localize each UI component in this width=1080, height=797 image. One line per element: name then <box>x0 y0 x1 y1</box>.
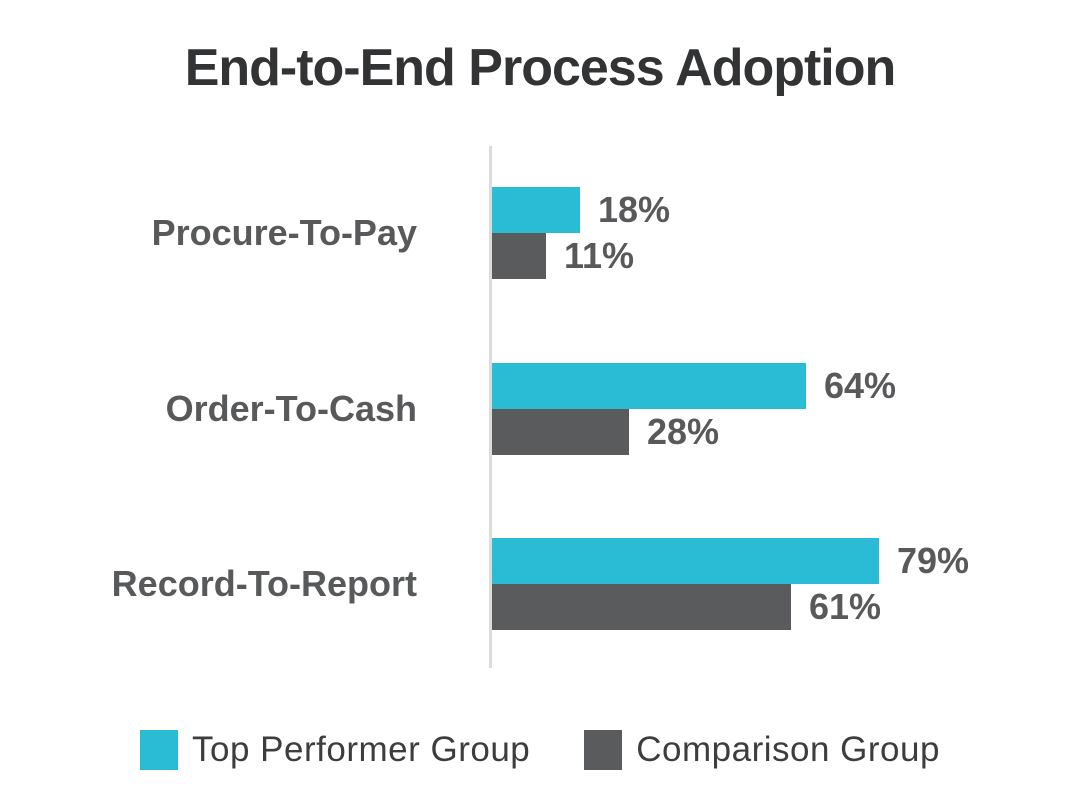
chart-title: End-to-End Process Adoption <box>184 39 897 97</box>
value-label-top-performer-group-record-to-report: 79% <box>897 540 970 581</box>
legend-swatch-top-performer-group <box>140 730 179 770</box>
bar-top-performer-group-order-to-cash <box>492 362 806 409</box>
category-label-procure-to-pay: Procure-To-Pay <box>151 212 417 253</box>
legend-item-comparison-group: Comparison Group <box>584 730 940 770</box>
value-label-top-performer-group-procure-to-pay: 18% <box>598 189 671 230</box>
y-axis-line <box>489 146 492 668</box>
legend-swatch-comparison-group <box>584 730 623 770</box>
category-label-record-to-report: Record-To-Report <box>111 563 417 604</box>
bar-comparison-group-procure-to-pay <box>492 233 546 279</box>
legend-label-comparison-group: Comparison Group <box>636 730 940 769</box>
value-label-comparison-group-record-to-report: 61% <box>809 586 882 627</box>
value-label-comparison-group-procure-to-pay: 11% <box>564 235 635 276</box>
bar-top-performer-group-record-to-report <box>492 538 879 584</box>
bar-top-performer-group-procure-to-pay <box>492 187 580 233</box>
category-label-order-to-cash: Order-To-Cash <box>165 387 417 429</box>
value-label-top-performer-group-order-to-cash: 64% <box>824 364 897 406</box>
value-label-comparison-group-order-to-cash: 28% <box>647 410 720 452</box>
legend: Top Performer Group Comparison Group <box>0 728 1080 772</box>
bar-comparison-group-order-to-cash <box>492 408 629 455</box>
bar-comparison-group-record-to-report <box>492 584 791 630</box>
legend-label-top-performer-group: Top Performer Group <box>192 730 531 769</box>
legend-item-top-performer-group: Top Performer Group <box>140 730 530 770</box>
